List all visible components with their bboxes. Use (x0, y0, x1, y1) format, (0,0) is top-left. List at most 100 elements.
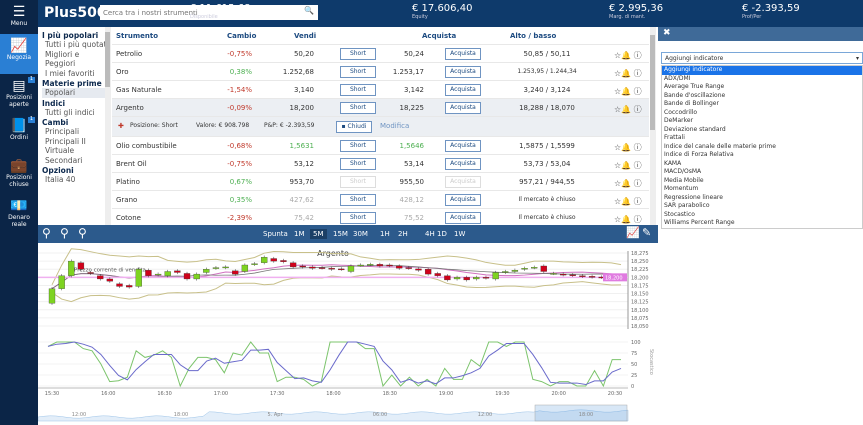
category-scrollbar[interactable] (105, 27, 111, 225)
bell-icon[interactable]: 🔔 (621, 143, 632, 152)
info-icon[interactable]: ⓘ (631, 87, 642, 96)
indicator-option[interactable]: MACD/OsMA (664, 168, 702, 175)
indicator-option[interactable]: SAR parabolico (664, 202, 710, 209)
indicator-select[interactable]: Aggiungi indicatore ▾ (661, 52, 863, 64)
column-header[interactable]: Strumento (116, 32, 159, 40)
close-position-button[interactable]: ▪ Chiudi (336, 121, 372, 133)
indicator-option[interactable]: ADX/DMI (664, 74, 691, 82)
category-item[interactable]: Secondari (45, 155, 83, 165)
category-item[interactable]: I miei favoriti (45, 68, 95, 78)
column-header[interactable]: Acquista (422, 32, 457, 40)
buy-button[interactable]: Acquista (445, 102, 481, 114)
buy-button[interactable]: Acquista (445, 66, 481, 78)
buy-button[interactable]: Acquista (445, 212, 481, 224)
star-icon[interactable]: ☆ (614, 215, 622, 224)
buy-button[interactable]: Acquista (445, 84, 481, 96)
bell-icon[interactable]: 🔔 (621, 161, 632, 170)
edit-link[interactable]: Modifica (380, 122, 410, 130)
star-icon[interactable]: ☆ (614, 179, 622, 188)
zoom-out-icon[interactable]: ⚲ (42, 226, 51, 240)
category-item[interactable]: Tutti i più quotati (45, 40, 109, 49)
short-button[interactable]: Short (340, 48, 376, 60)
indicator-option[interactable]: Coccodrillo (664, 108, 698, 116)
bell-icon[interactable]: 🔔 (621, 215, 632, 224)
timeframe-1w[interactable]: 1W (454, 230, 466, 238)
nav-item[interactable]: ☰ Menu (0, 0, 38, 34)
buy-button[interactable]: Acquista (445, 194, 481, 206)
zoom-reset-icon[interactable]: ⚲ (60, 226, 69, 240)
star-icon[interactable]: ☆ (614, 197, 622, 206)
category-item[interactable]: Migliori e Peggiori (45, 49, 80, 69)
timeframe-spunta[interactable]: Spunta (263, 230, 288, 238)
buy-button[interactable]: Acquista (445, 158, 481, 170)
short-button[interactable]: Short (340, 194, 376, 206)
short-button[interactable]: Short (340, 176, 376, 188)
star-icon[interactable]: ☆ (614, 69, 622, 78)
category-item[interactable]: Principali (45, 127, 80, 136)
table-row[interactable]: Brent Oil -0,75% 53,12 Short 53,14 Acquista 53… (112, 155, 649, 173)
column-header[interactable]: Alto / basso (510, 32, 557, 40)
info-icon[interactable]: ⓘ (631, 69, 642, 78)
star-icon[interactable]: ☆ (614, 161, 622, 170)
indicator-option[interactable]: Aggiungi indicatore (662, 66, 862, 75)
category-item[interactable]: Principali II (45, 136, 86, 146)
nav-item[interactable]: 📈 Negozia (0, 34, 38, 74)
bell-icon[interactable]: 🔔 (621, 179, 632, 188)
timeframe-4h[interactable]: 4H (425, 230, 435, 238)
nav-item[interactable]: 💶 Denaro reale (0, 194, 38, 234)
star-icon[interactable]: ☆ (614, 105, 622, 114)
indicator-option[interactable]: Media Mobile (664, 176, 704, 184)
indicator-option[interactable]: Momentum (664, 185, 699, 192)
buy-button[interactable]: Acquista (445, 48, 481, 60)
nav-item[interactable]: ▤ Posizioni aperte 1 (0, 74, 38, 114)
timeframe-1m[interactable]: 1M (294, 230, 305, 238)
category-item[interactable]: Popolari (42, 88, 110, 98)
short-button[interactable]: Short (340, 102, 376, 114)
table-row[interactable]: Olio combustibile -0,68% 1,5631 Short 1,5646… (112, 137, 649, 155)
table-row[interactable]: Petrolio -0,75% 50,20 Short 50,24 Acquista 50,… (112, 45, 649, 63)
info-icon[interactable]: ⓘ (631, 105, 642, 114)
price-chart[interactable]: 18,275 18,250 18,225 18,200 18,175 18,150 18,1… (38, 243, 658, 425)
category-item[interactable]: Virtuale (45, 146, 75, 155)
timeframe-15m[interactable]: 15M (333, 230, 348, 238)
bell-icon[interactable]: 🔔 (621, 51, 632, 60)
timeframe-1h[interactable]: 1H (380, 230, 390, 238)
indicator-option[interactable]: Average True Range (664, 83, 725, 90)
bell-icon[interactable]: 🔔 (621, 87, 632, 96)
timeframe-1d[interactable]: 1D (437, 230, 447, 238)
short-button[interactable]: Short (340, 66, 376, 78)
table-row[interactable]: Argento -0,09% 18,200 Short 18,225 Acquista 18… (112, 99, 649, 117)
search-input[interactable] (100, 5, 318, 20)
bell-icon[interactable]: 🔔 (621, 105, 632, 114)
close-icon[interactable]: ✖ (663, 28, 671, 38)
table-row[interactable]: Platino 0,67% 953,70 Short 955,50 Acquista 957… (112, 173, 649, 191)
bell-icon[interactable]: 🔔 (621, 69, 632, 78)
table-row[interactable]: Gas Naturale -1,54% 3,140 Short 3,142 Acquist… (112, 81, 649, 99)
nav-item[interactable]: 💼 Posizioni chiuse (0, 154, 38, 194)
timeframe-2h[interactable]: 2H (398, 230, 408, 238)
column-header[interactable]: Vendi (294, 32, 317, 40)
short-button[interactable]: Short (340, 84, 376, 96)
buy-button[interactable]: Acquista (445, 176, 481, 188)
table-scrollbar[interactable] (650, 27, 656, 225)
indicator-option[interactable]: Indice di Forza Relativa (664, 151, 734, 158)
zoom-in-icon[interactable]: ⚲ (78, 226, 87, 240)
category-item[interactable]: Italia 40 (45, 175, 76, 184)
short-button[interactable]: Short (340, 158, 376, 170)
pencil-icon[interactable]: ✎ (642, 226, 652, 239)
indicator-option[interactable]: Bande di Bollinger (664, 100, 719, 107)
info-icon[interactable]: ⓘ (631, 179, 642, 188)
timeframe-5m[interactable]: 5M (310, 229, 327, 239)
indicator-option[interactable]: Stocastico (664, 210, 695, 218)
star-icon[interactable]: ☆ (614, 143, 622, 152)
bell-icon[interactable]: 🔔 (621, 197, 632, 206)
category-item[interactable]: Tutti gli indici (45, 107, 95, 117)
search-icon[interactable]: 🔍 (304, 6, 314, 15)
indicator-option[interactable]: KAMA (664, 159, 682, 167)
indicator-option[interactable]: Williams Percent Range (664, 219, 735, 226)
timeframe-30m[interactable]: 30M (353, 230, 368, 238)
star-icon[interactable]: ☆ (614, 87, 622, 96)
indicator-option[interactable]: Indice del canale delle materie prime (664, 142, 776, 150)
indicator-option[interactable]: DeMarker (664, 117, 694, 124)
indicator-option[interactable]: Deviazione standard (664, 125, 726, 133)
